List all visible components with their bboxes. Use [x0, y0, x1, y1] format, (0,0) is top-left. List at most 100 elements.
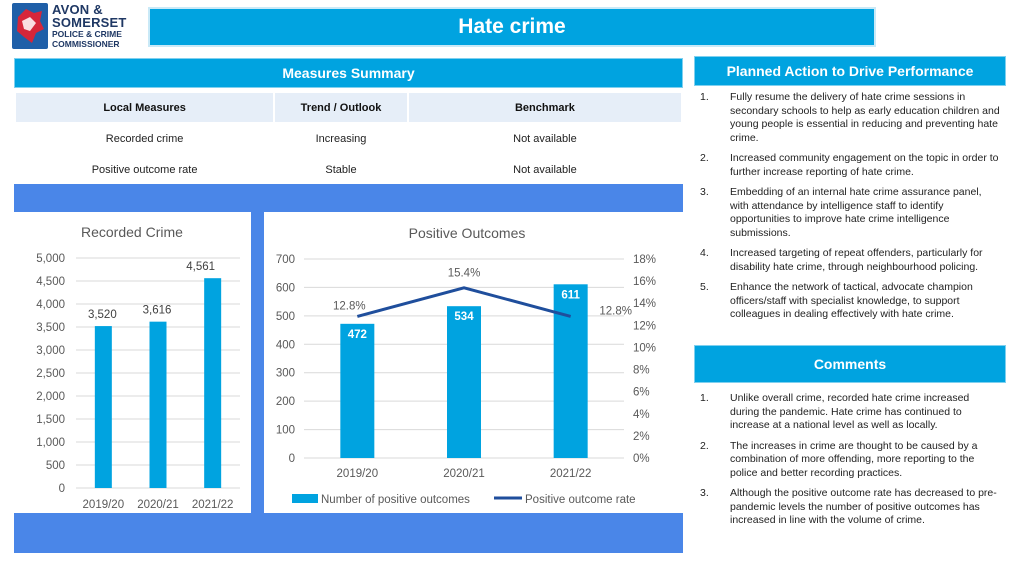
comments-title: Comments	[813, 356, 887, 372]
list-item-number: 2.	[700, 439, 709, 452]
list-item-number: 1.	[700, 392, 709, 404]
list-item-number: 4.	[700, 247, 709, 259]
list-item-number: 2.	[700, 152, 709, 164]
y-tick-label: 3,000	[36, 345, 65, 357]
list-item-number: 5.	[700, 281, 709, 293]
y2-tick-label: 2%	[633, 431, 650, 443]
legend-label: Number of positive outcomes	[321, 494, 470, 506]
y2-tick-label: 12%	[633, 320, 656, 332]
comments-list: 1. Unlike overall crime, recorded hate cr…	[700, 392, 1000, 535]
legend-label: Positive outcome rate	[525, 494, 636, 506]
x-tick-label: 2019/20	[337, 468, 379, 480]
list-item-text: Embedding of an internal hate crime assu…	[730, 186, 982, 239]
rate-label: 12.8%	[599, 305, 632, 317]
table-cell: Positive outcome rate	[13, 153, 276, 186]
measures-summary-title: Measures Summary	[282, 65, 415, 81]
column-header-trend: Trend / Outlook	[273, 91, 409, 124]
planned-action-title: Planned Action to Drive Performance	[726, 63, 974, 79]
list-item: 2. The increases in crime are thought to …	[700, 440, 1000, 481]
y2-tick-label: 4%	[633, 409, 650, 421]
list-item-number: 3.	[700, 186, 709, 198]
measures-summary-header: Measures Summary	[14, 58, 683, 88]
y2-tick-label: 0%	[633, 453, 650, 465]
y-tick-label: 100	[276, 425, 295, 437]
logo-line-1: AVON &	[52, 2, 103, 17]
table-row: Recorded crime Increasing Not available	[13, 122, 684, 155]
y2-tick-label: 10%	[633, 342, 656, 354]
list-item-text: The increases in crime are thought to be…	[730, 439, 978, 479]
y-tick-label: 4,500	[36, 276, 65, 288]
bar	[94, 326, 112, 488]
data-label: 472	[348, 329, 367, 341]
bar	[447, 306, 481, 458]
y-tick-label: 5,000	[36, 253, 65, 265]
y2-tick-label: 16%	[633, 276, 656, 288]
y-tick-label: 2,000	[36, 391, 65, 403]
y-tick-label: 0	[59, 483, 65, 495]
bar	[340, 323, 375, 458]
list-item-number: 3.	[700, 487, 709, 499]
x-tick-label: 2021/22	[192, 499, 234, 511]
y-tick-label: 1,500	[36, 414, 65, 426]
positive-outcomes-chart-card: Positive Outcomes 0 100 200 300 400 500 600 700 0…	[264, 212, 683, 513]
y-tick-label: 700	[276, 254, 295, 266]
list-item: 3. Although the positive outcome rate has…	[700, 487, 1000, 528]
list-item: 4. Increased targeting of repeat offender…	[700, 247, 1000, 274]
y-tick-label: 300	[276, 368, 295, 380]
logo-line-2: SOMERSET	[52, 15, 127, 30]
logo-line-3: POLICE & CRIME	[52, 29, 122, 39]
series-line	[356, 286, 572, 318]
list-item-text: Enhance the network of tactical, advocat…	[730, 281, 973, 320]
y-tick-label: 400	[276, 339, 295, 351]
chart-title: Positive Outcomes	[409, 225, 526, 241]
page-title-bar: Hate crime	[148, 7, 876, 47]
page-title: Hate crime	[458, 15, 566, 38]
y2-tick-label: 8%	[633, 365, 650, 377]
planned-action-header: Planned Action to Drive Performance	[694, 56, 1006, 86]
list-item-text: Increased targeting of repeat offenders,…	[730, 247, 983, 273]
y-tick-label: 3,500	[36, 322, 65, 334]
charts-panel: Recorded Crime 0 500 1,000 1,500 2,000 2,500 3,…	[14, 184, 683, 553]
pcc-logo: AVON & SOMERSET POLICE & CRIME COMMISSIO…	[12, 3, 142, 51]
bar	[204, 278, 222, 488]
x-tick-label: 2019/20	[83, 499, 125, 511]
column-header-local-measures: Local Measures	[13, 91, 276, 124]
table-cell: Increasing	[273, 122, 409, 155]
recorded-crime-chart-card: Recorded Crime 0 500 1,000 1,500 2,000 2,500 3,…	[14, 212, 251, 513]
x-tick-label: 2021/22	[550, 468, 592, 480]
y-tick-label: 1,000	[36, 437, 65, 449]
planned-action-list: 1. Fully resume the delivery of hate crim…	[700, 91, 1000, 329]
table-cell: Not available	[406, 122, 684, 155]
y-tick-label: 0	[289, 453, 295, 465]
y-tick-label: 500	[276, 311, 295, 323]
data-label: 4,561	[186, 261, 215, 273]
table-cell: Recorded crime	[13, 122, 276, 155]
list-item: 3. Embedding of an internal hate crime as…	[700, 186, 1000, 240]
y2-tick-label: 6%	[633, 387, 650, 399]
table-row: Positive outcome rate Stable Not availab…	[13, 153, 684, 186]
measures-table: Local Measures Trend / Outlook Benchmark…	[13, 91, 684, 186]
y2-tick-label: 14%	[633, 298, 656, 310]
x-tick-label: 2020/21	[137, 499, 179, 511]
chart-title: Recorded Crime	[81, 224, 183, 240]
list-item-number: 1.	[700, 91, 709, 103]
list-item-text: Although the positive outcome rate has d…	[730, 487, 997, 526]
comments-header: Comments	[694, 345, 1006, 383]
list-item: 1. Unlike overall crime, recorded hate cr…	[700, 392, 1000, 433]
list-item: 5. Enhance the network of tactical, advoc…	[700, 281, 1000, 322]
bar	[553, 284, 588, 458]
rate-label: 12.8%	[333, 300, 366, 312]
y-tick-label: 4,000	[36, 299, 65, 311]
y-tick-label: 2,500	[36, 368, 65, 380]
rate-label: 15.4%	[448, 268, 481, 280]
logo-line-4: COMMISSIONER	[52, 38, 120, 49]
data-label: 3,520	[88, 309, 117, 321]
list-item-text: Unlike overall crime, recorded hate crim…	[730, 392, 970, 431]
data-label: 534	[454, 311, 474, 323]
column-header-benchmark: Benchmark	[406, 91, 684, 124]
data-label: 3,616	[143, 305, 172, 317]
data-label: 611	[561, 289, 580, 301]
table-cell: Stable	[273, 153, 409, 186]
list-item: 2. Increased community engagement on the …	[700, 152, 1000, 179]
y-tick-label: 200	[276, 396, 295, 408]
